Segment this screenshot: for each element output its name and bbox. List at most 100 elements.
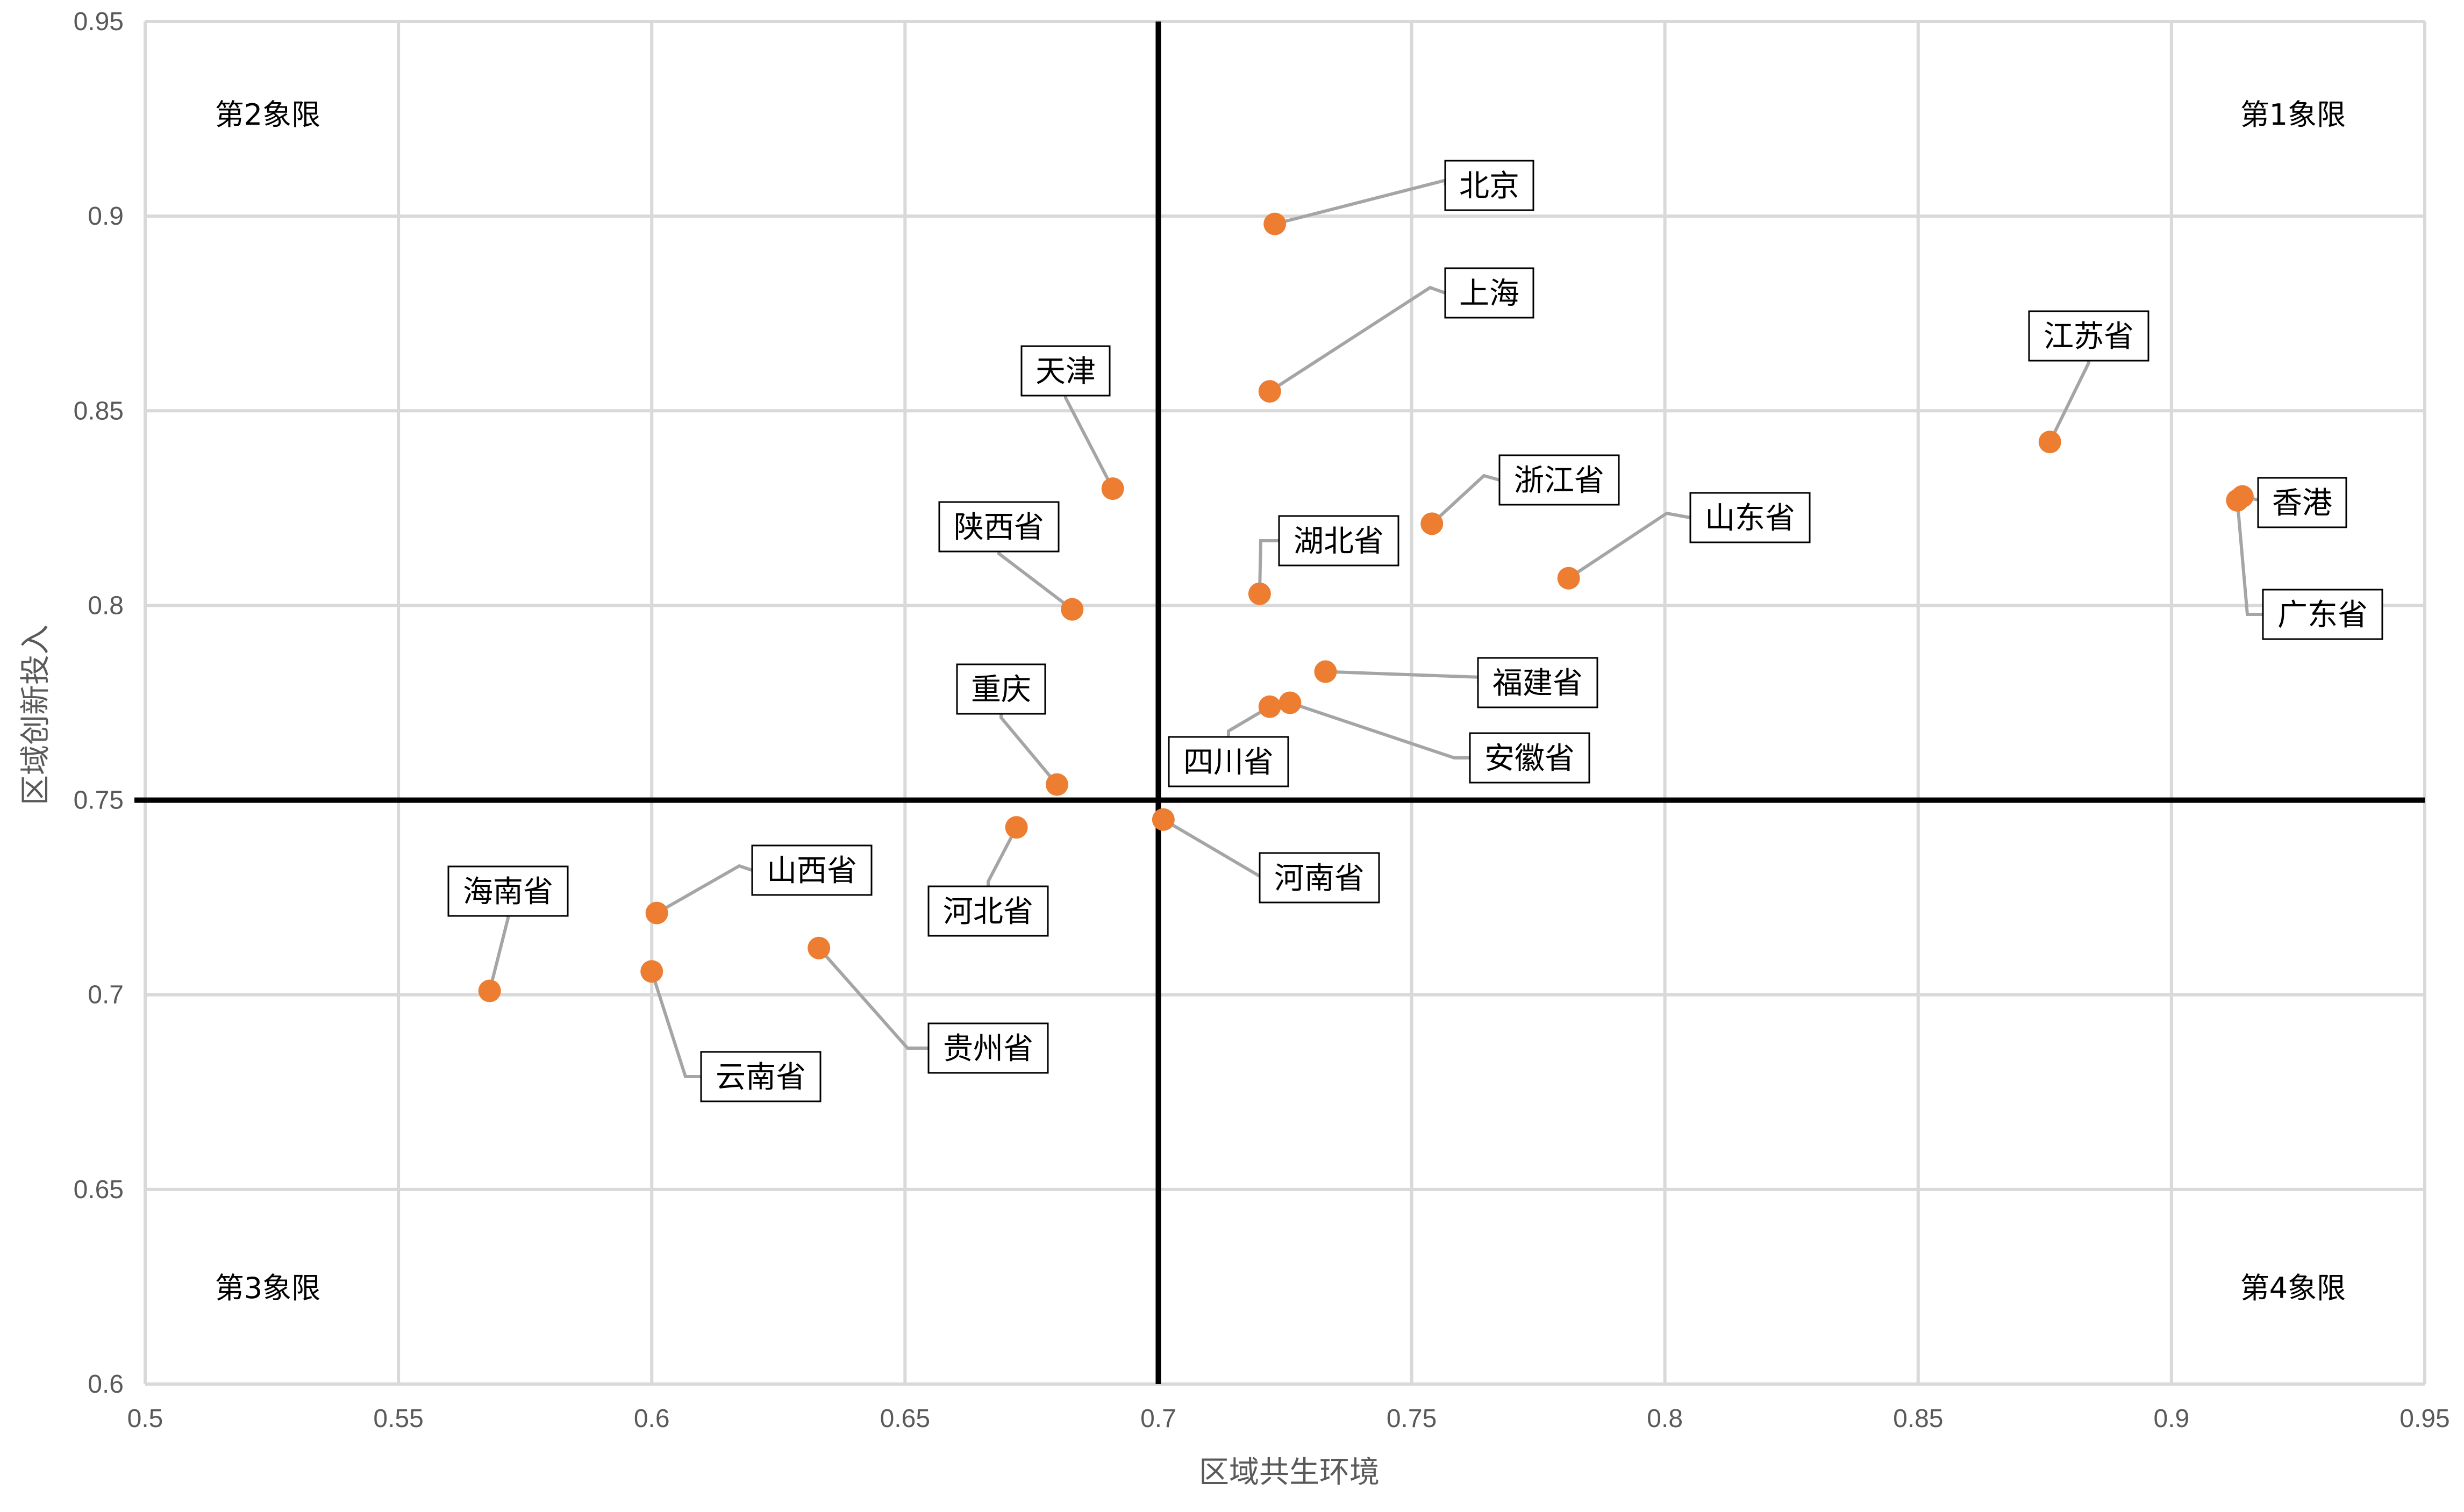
y-tick-label: 0.7 xyxy=(88,981,124,1009)
data-points xyxy=(478,212,2254,1002)
point-label-text: 云南省 xyxy=(716,1060,806,1095)
point-label: 四川省 xyxy=(1168,736,1289,787)
y-tick-label: 0.9 xyxy=(88,202,124,231)
data-point xyxy=(1258,380,1281,403)
y-tick-label: 0.85 xyxy=(74,397,124,425)
data-point xyxy=(1557,567,1580,590)
x-tick-label: 0.8 xyxy=(1647,1404,1683,1433)
data-point xyxy=(1258,695,1281,718)
point-label-text: 海南省 xyxy=(463,875,553,909)
point-label: 香港 xyxy=(2257,477,2347,528)
quadrant-label: 第4象限 xyxy=(2240,1271,2346,1305)
point-label-text: 北京 xyxy=(1459,169,1519,204)
data-point xyxy=(1263,212,1287,235)
data-point xyxy=(1314,660,1337,683)
quadrant-dividers xyxy=(134,22,2425,1384)
x-tick-label: 0.75 xyxy=(1387,1404,1437,1433)
data-point xyxy=(2038,431,2061,454)
leader-line xyxy=(656,864,753,915)
point-label-text: 河北省 xyxy=(943,894,1033,929)
point-label-box xyxy=(2028,310,2149,362)
point-label: 北京 xyxy=(1444,160,1534,211)
point-label-box xyxy=(751,844,873,896)
point-label: 浙江省 xyxy=(1498,454,1620,506)
y-tick-label: 0.95 xyxy=(74,8,124,36)
point-label-text: 浙江省 xyxy=(1514,463,1604,498)
point-label-box xyxy=(447,865,569,917)
data-point xyxy=(1152,808,1175,831)
point-label-text: 山东省 xyxy=(1705,501,1795,536)
leader-line xyxy=(997,551,1074,611)
leader-line xyxy=(987,826,1018,886)
leader-line xyxy=(1258,539,1279,594)
point-label: 贵州省 xyxy=(927,1022,1049,1074)
x-tick-label: 0.95 xyxy=(2399,1404,2449,1433)
x-tick-label: 0.5 xyxy=(127,1404,163,1433)
point-label: 海南省 xyxy=(447,865,569,917)
y-tick-label: 0.8 xyxy=(88,591,124,620)
point-label-box xyxy=(1444,267,1534,319)
leader-line xyxy=(1431,474,1500,525)
point-label: 福建省 xyxy=(1477,657,1598,708)
point-label-box xyxy=(956,663,1046,715)
point-label: 广东省 xyxy=(2262,589,2383,640)
point-label-text: 天津 xyxy=(1035,354,1096,389)
point-label-box xyxy=(1469,732,1590,784)
axis-layer: 0.5 0.55 0.6 0.65 0.7 0.75 0.8 0.85 0.9 0.95 0.6 0.… xyxy=(74,8,2450,1433)
x-tick-label: 0.65 xyxy=(880,1404,930,1433)
point-label: 湖北省 xyxy=(1278,515,1399,567)
point-label-box xyxy=(2262,589,2383,640)
point-label-text: 山西省 xyxy=(767,854,857,888)
leader-line xyxy=(1325,670,1484,684)
data-point xyxy=(1061,598,1084,621)
x-tick-label: 0.85 xyxy=(1893,1404,1943,1433)
point-label-box xyxy=(2257,477,2347,528)
leader-line xyxy=(999,714,1059,786)
data-point xyxy=(645,901,668,925)
leader-line xyxy=(2048,361,2090,443)
quadrant-label: 第2象限 xyxy=(215,98,320,132)
leader-line xyxy=(650,971,701,1078)
data-point xyxy=(1005,816,1028,839)
point-label-box xyxy=(1689,492,1811,543)
point-label-box xyxy=(927,1022,1049,1074)
point-label-text: 上海 xyxy=(1459,276,1519,311)
point-label-box xyxy=(1259,852,1380,904)
data-point xyxy=(478,979,501,1002)
point-label: 山东省 xyxy=(1689,492,1811,543)
point-label: 山西省 xyxy=(751,844,873,896)
point-label-text: 广东省 xyxy=(2277,598,2368,633)
leader-line xyxy=(817,947,929,1050)
x-axis-title: 区域共生环境 xyxy=(1199,1455,1380,1490)
point-label-box xyxy=(1168,736,1289,787)
y-tick-label: 0.6 xyxy=(88,1370,124,1399)
point-label-box xyxy=(938,501,1060,553)
point-label-text: 河南省 xyxy=(1274,861,1365,896)
point-label-text: 湖北省 xyxy=(1294,524,1384,559)
point-label-text: 四川省 xyxy=(1183,745,1274,780)
data-point xyxy=(1101,477,1124,500)
point-label-box xyxy=(700,1051,822,1102)
data-point xyxy=(1279,691,1302,714)
leader-line xyxy=(1227,705,1271,737)
leader-line xyxy=(2236,500,2263,616)
quadrant-label: 第1象限 xyxy=(2240,98,2346,132)
point-label-box xyxy=(927,885,1049,937)
leader-line xyxy=(1162,818,1269,879)
data-point xyxy=(2226,489,2249,512)
point-label: 云南省 xyxy=(700,1051,822,1102)
x-tick-label: 0.55 xyxy=(373,1404,423,1433)
point-label-text: 香港 xyxy=(2272,486,2332,521)
point-label-text: 陕西省 xyxy=(954,510,1044,545)
point-label-text: 江苏省 xyxy=(2044,319,2134,354)
leader-line xyxy=(488,916,510,992)
point-label: 陕西省 xyxy=(938,501,1060,553)
point-label-text: 贵州省 xyxy=(943,1031,1033,1066)
point-label: 重庆 xyxy=(956,663,1046,715)
x-tick-label: 0.6 xyxy=(634,1404,670,1433)
point-label: 河南省 xyxy=(1259,852,1380,904)
point-label: 天津 xyxy=(1020,345,1111,397)
point-label-text: 福建省 xyxy=(1492,666,1583,701)
